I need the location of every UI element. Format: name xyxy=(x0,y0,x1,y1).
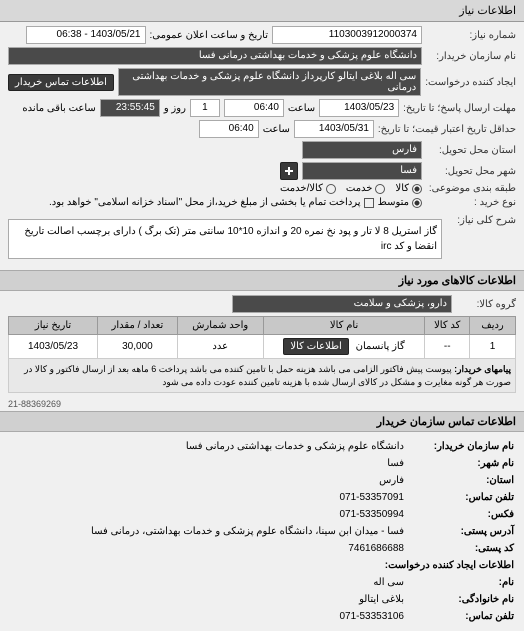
contact-section: نام سازمان خریدار:دانشگاه علوم پزشکی و خ… xyxy=(0,432,524,631)
budget-label: طبقه بندی موضوعی: xyxy=(426,183,516,194)
col-name: نام کالا xyxy=(263,317,425,335)
radio-icon xyxy=(375,184,385,194)
cell-code: -- xyxy=(425,335,470,359)
c-city: فسا xyxy=(387,455,404,472)
c-lname-label: نام خانوادگی: xyxy=(404,591,514,608)
radio-icon xyxy=(412,184,422,194)
goods-section-title: اطلاعات کالاهای مورد نیاز xyxy=(0,270,524,291)
c-cphone-label: تلفن تماس: xyxy=(404,608,514,625)
days-value: 1 xyxy=(190,99,220,117)
col-qty: تعداد / مقدار xyxy=(98,317,178,335)
table-row: 1 -- گاز پانسمان اطلاعات کالا عدد 30,000… xyxy=(9,335,516,359)
c-address-label: آدرس پستی: xyxy=(404,523,514,540)
c-province: فارس xyxy=(379,472,404,489)
c-name: سی اله xyxy=(373,574,404,591)
buy-opt-mid[interactable]: متوسط xyxy=(378,197,422,208)
table-note-row: پیامهای خریدار: پیوست پیش فاکتور الزامی … xyxy=(9,359,516,393)
c-lname: بلاغی ایتالو xyxy=(359,591,404,608)
deadline-label: مهلت ارسال پاسخ؛ تا تاریخ: xyxy=(403,103,516,114)
requester-label: ایجاد کننده درخواست: xyxy=(425,77,516,88)
plus-icon xyxy=(285,167,293,175)
tab-header: اطلاعات نیاز xyxy=(0,0,524,22)
time-label-1: ساعت xyxy=(288,103,315,114)
buyer-name-field: دانشگاه علوم پزشکی و خدمات بهداشتی درمان… xyxy=(8,47,422,65)
requester-field: سی اله بلاغی ایتالو کارپرداز دانشگاه علو… xyxy=(118,68,421,96)
cell-idx: 1 xyxy=(470,335,516,359)
budget-radio-group: کالا خدمت کالا/خدمت xyxy=(280,183,422,194)
cell-unit: عدد xyxy=(177,335,263,359)
c-org: دانشگاه علوم پزشکی و خدمات بهداشتی درمان… xyxy=(186,438,404,455)
col-idx: ردیف xyxy=(470,317,516,335)
need-title-text: گاز استریل 8 لا تار و پود نخ نمره 20 و ا… xyxy=(8,219,442,259)
table-header-row: ردیف کد کالا نام کالا واحد شمارش تعداد /… xyxy=(9,317,516,335)
goods-group-field: دارو، پزشکی و سلامت xyxy=(232,295,452,313)
deadline-date: 1403/05/23 xyxy=(319,99,399,117)
c-org-label: نام سازمان خریدار: xyxy=(404,438,514,455)
tab-title: اطلاعات نیاز xyxy=(459,5,516,17)
province-label: استان محل تحویل: xyxy=(426,145,516,156)
c-fax: 071-53350994 xyxy=(339,506,404,523)
goods-info-button[interactable]: اطلاعات کالا xyxy=(283,338,348,355)
main-container: اطلاعات نیاز شماره نیاز: 110300391200037… xyxy=(0,0,524,631)
checkbox-icon xyxy=(364,198,374,208)
cell-qty: 30,000 xyxy=(98,335,178,359)
budget-opt-service[interactable]: خدمت xyxy=(346,183,386,194)
cell-date: 1403/05/23 xyxy=(9,335,98,359)
radio-icon xyxy=(412,198,422,208)
validity-date: 1403/05/31 xyxy=(294,120,374,138)
c-reqcreator-title: اطلاعات ایجاد کننده درخواست: xyxy=(385,557,514,574)
city-more-button[interactable] xyxy=(280,162,298,180)
note-label: پیامهای خریدار: xyxy=(454,364,511,374)
announce-label: تاریخ و ساعت اعلان عمومی: xyxy=(150,30,269,41)
c-name-label: نام: xyxy=(404,574,514,591)
city-label: شهر محل تحویل: xyxy=(426,166,516,177)
province-field: فارس xyxy=(302,141,422,159)
need-number-field: 1103003912000374 xyxy=(272,26,422,44)
announce-value: 1403/05/21 - 06:38 xyxy=(26,26,146,44)
goods-section: گروه کالا: دارو، پزشکی و سلامت ردیف کد ک… xyxy=(0,291,524,397)
days-label: روز و xyxy=(164,103,186,114)
col-unit: واحد شمارش xyxy=(177,317,263,335)
cell-name: گاز پانسمان اطلاعات کالا xyxy=(263,335,425,359)
c-phone: 071-53357091 xyxy=(339,489,404,506)
validity-time: 06:40 xyxy=(199,120,259,138)
need-desc-section: شرح کلی نیاز: گاز استریل 8 لا تار و پود … xyxy=(0,215,524,270)
col-code: کد کالا xyxy=(425,317,470,335)
c-phone-label: تلفن تماس: xyxy=(404,489,514,506)
treasury-check[interactable]: پرداخت تمام یا بخشی از مبلغ خرید،از محل … xyxy=(49,197,374,208)
remain-time: 23:55:45 xyxy=(100,99,160,117)
c-postal-label: کد پستی: xyxy=(404,540,514,557)
c-city-label: نام شهر: xyxy=(404,455,514,472)
c-address: فسا - میدان ابن سینا، دانشگاه علوم پزشکی… xyxy=(91,523,404,540)
deadline-time: 06:40 xyxy=(224,99,284,117)
city-field: فسا xyxy=(302,162,422,180)
goods-group-label: گروه کالا: xyxy=(456,299,516,310)
validity-label: حداقل تاریخ اعتبار قیمت؛ تا تاریخ: xyxy=(378,124,516,135)
radio-icon xyxy=(326,184,336,194)
c-province-label: استان: xyxy=(404,472,514,489)
col-date: تاریخ نیاز xyxy=(9,317,98,335)
need-number-label: شماره نیاز: xyxy=(426,30,516,41)
note-cell: پیامهای خریدار: پیوست پیش فاکتور الزامی … xyxy=(9,359,516,393)
buyer-name-label: نام سازمان خریدار: xyxy=(426,51,516,62)
goods-table: ردیف کد کالا نام کالا واحد شمارش تعداد /… xyxy=(8,316,516,393)
buy-type-group: متوسط xyxy=(378,197,422,208)
contact-section-title: اطلاعات تماس سازمان خریدار xyxy=(0,411,524,432)
budget-opt-both[interactable]: کالا/خدمت xyxy=(280,183,336,194)
remain-label: ساعت باقی مانده xyxy=(22,103,95,114)
need-title-label: شرح کلی نیاز: xyxy=(446,215,516,226)
c-fax-label: فکس: xyxy=(404,506,514,523)
footer-number: 21-88369269 xyxy=(0,397,524,411)
note-text: پیوست پیش فاکتور الزامی می باشد هزینه حم… xyxy=(24,364,511,387)
buyer-contact-button[interactable]: اطلاعات تماس خریدار xyxy=(8,74,114,91)
time-label-2: ساعت xyxy=(263,124,290,135)
header-section: شماره نیاز: 1103003912000374 تاریخ و ساع… xyxy=(0,22,524,215)
c-postal: 7461686688 xyxy=(348,540,404,557)
budget-opt-goods[interactable]: کالا xyxy=(395,183,422,194)
buy-type-label: نوع خرید : xyxy=(426,197,516,208)
c-cphone: 071-53353106 xyxy=(339,608,404,625)
